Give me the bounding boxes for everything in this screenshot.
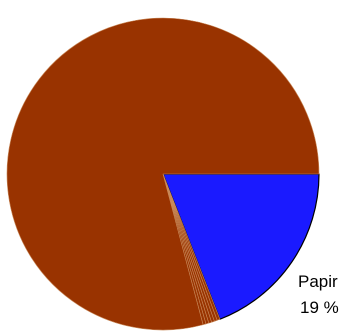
slice-label-papir: Papir <box>298 272 338 291</box>
pie-labels: Papir 19 % <box>298 272 339 317</box>
slice-percent-papir: 19 % <box>300 298 339 317</box>
pie-slice-7 <box>6 17 320 331</box>
pie-slice-0 <box>162 173 320 320</box>
pie-slices <box>6 17 320 331</box>
